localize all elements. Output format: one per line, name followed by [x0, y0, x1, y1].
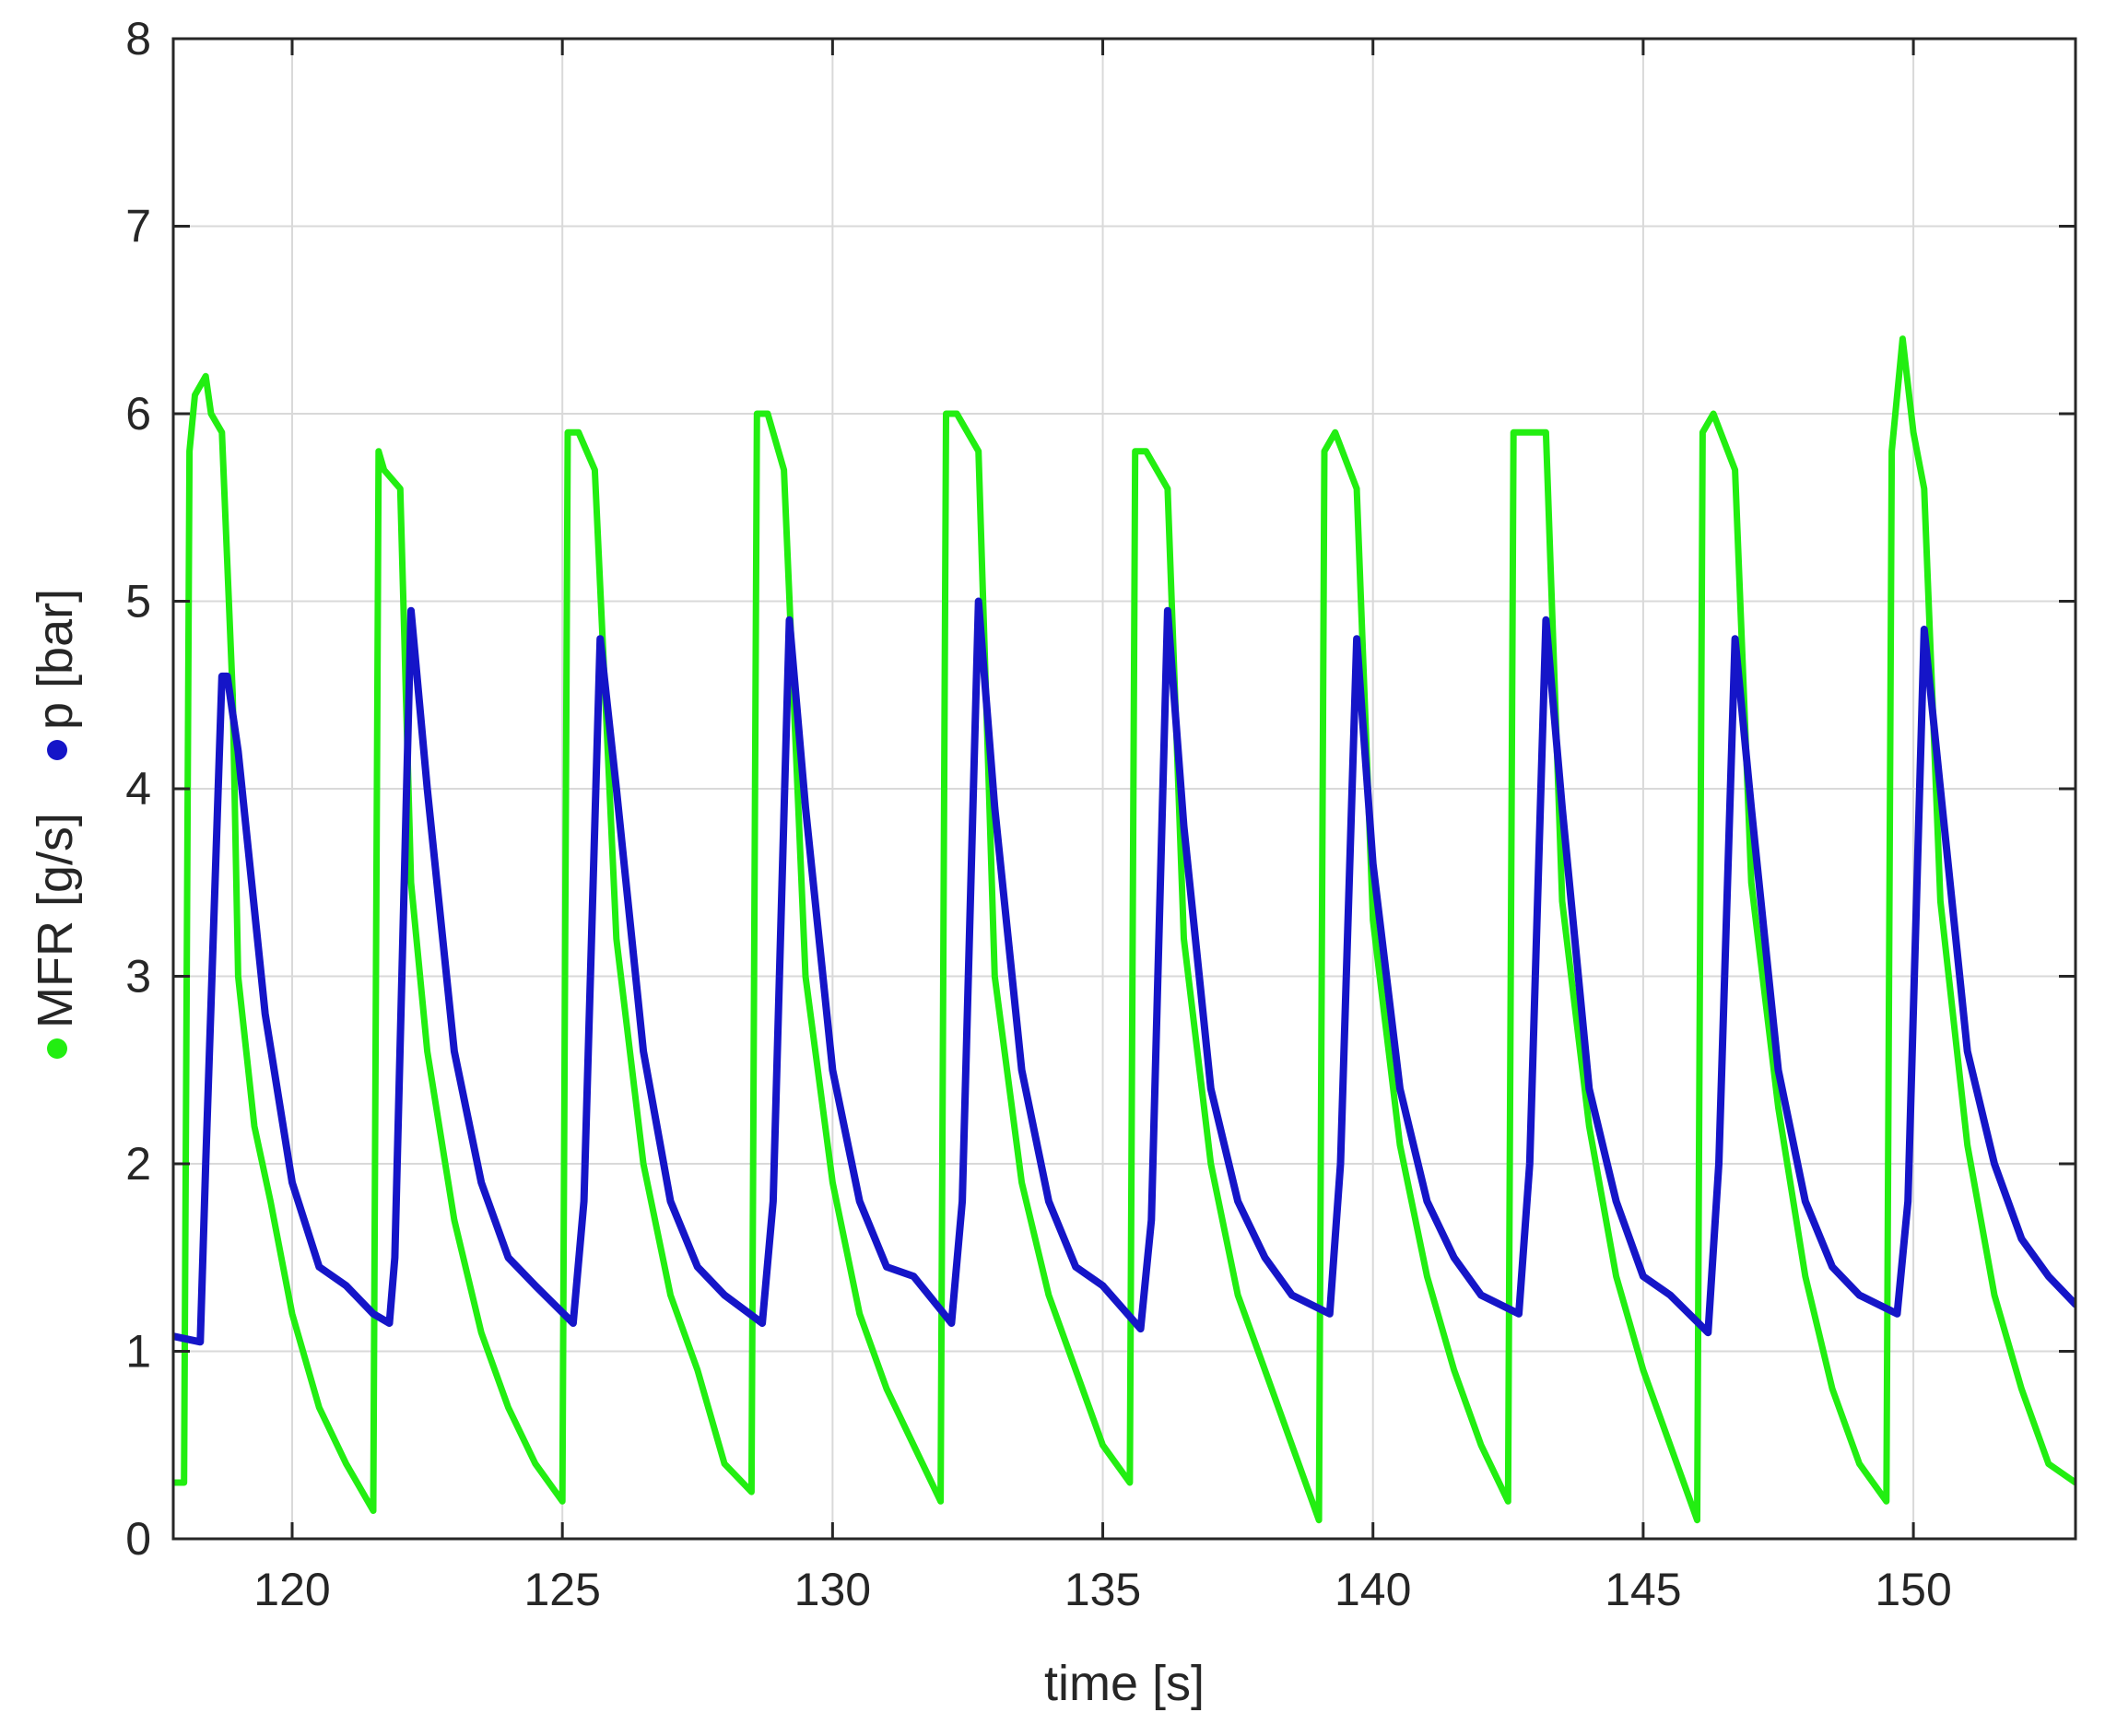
x-tick-label: 150: [1875, 1564, 1951, 1615]
series-line-0: [173, 335, 2076, 1524]
y-tick-label: 4: [125, 763, 151, 815]
x-tick-labels: 120 125 130 135 140 145 150: [253, 1564, 1952, 1615]
x-tick-label: 125: [523, 1564, 600, 1615]
y-tick-label: 0: [125, 1513, 151, 1565]
grid-lines: [173, 38, 2076, 1540]
y-tick-label: 5: [125, 576, 151, 628]
x-tick-label: 135: [1064, 1564, 1141, 1615]
y-tick-label: 7: [125, 201, 151, 252]
legend-marker: [47, 1038, 67, 1059]
legend-marker: [47, 740, 67, 760]
y-tick-label: 1: [125, 1326, 151, 1378]
axis-ticks: [173, 37, 2076, 1541]
y-tick-label: 6: [125, 388, 151, 440]
x-tick-label: 145: [1605, 1564, 1681, 1615]
x-tick-label: 120: [253, 1564, 330, 1615]
x-axis-label: time [s]: [1044, 1656, 1205, 1711]
x-tick-label: 130: [794, 1564, 871, 1615]
y-tick-labels: 0 1 2 3 4 5 6 7 8: [125, 13, 151, 1565]
y-axis-label: MFR [g/s] p [bar]: [28, 589, 83, 1059]
y-tick-label: 8: [125, 13, 151, 65]
x-tick-label: 140: [1335, 1564, 1411, 1615]
y-tick-label: 2: [125, 1138, 151, 1190]
y-tick-label: 3: [125, 951, 151, 1003]
y-axis-label-part: p [bar]: [28, 589, 83, 730]
series-line-1: [173, 597, 2076, 1346]
data-series: [173, 335, 2076, 1524]
y-axis-label-part: MFR [g/s]: [28, 813, 83, 1028]
